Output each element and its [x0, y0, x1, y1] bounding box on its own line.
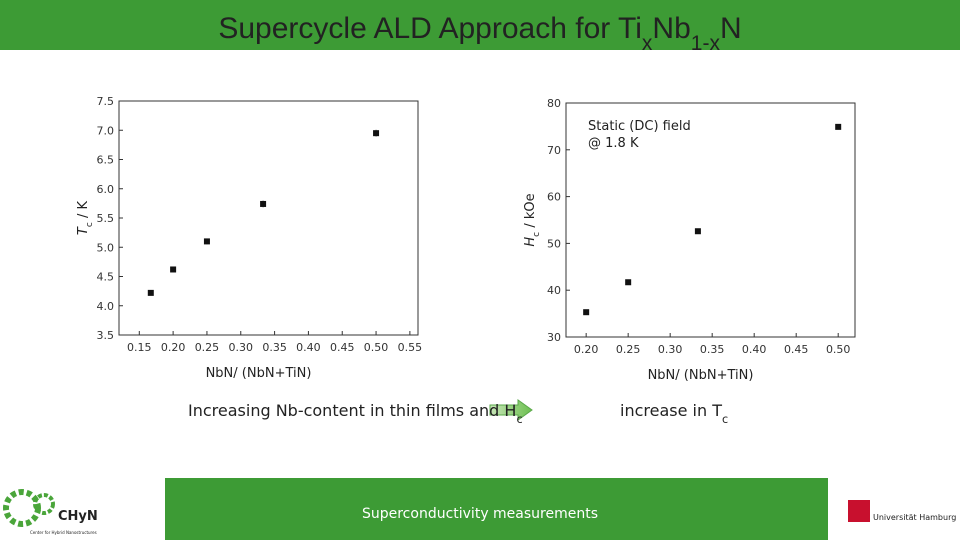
x-tick-label: 0.30 [229, 341, 254, 354]
x-tick-label: 0.40 [296, 341, 321, 354]
x-axis-label: NbN/ (NbN+TiN) [648, 368, 754, 383]
point [583, 309, 590, 316]
note-right: increase in Tc [620, 401, 728, 426]
slide-title: Supercycle ALD Approach for TixNb1-xN [218, 12, 741, 55]
point [835, 123, 842, 130]
plot-frame [565, 102, 856, 338]
logo-right: Universität Hamburg [848, 500, 956, 522]
x-tick-label: 0.40 [742, 343, 767, 356]
logo-left-sub: Center for Hybrid Nanostructures [30, 530, 97, 535]
subscript: c [85, 222, 95, 227]
logo-left-text: CHyN [58, 509, 98, 524]
y-tick-label: 5.5 [97, 212, 115, 225]
note-left: Increasing Nb-content in thin films and … [188, 401, 523, 426]
text-part: Nb [652, 12, 690, 45]
text-part: Increasing Nb-content in thin films and … [188, 401, 516, 420]
point [147, 289, 154, 296]
x-tick-label: 0.30 [658, 343, 683, 356]
x-tick-label: 0.50 [364, 341, 389, 354]
point [625, 279, 632, 286]
point [373, 130, 380, 137]
subscript: x [642, 32, 653, 55]
point [203, 238, 210, 245]
y-tick-label: 70 [547, 144, 561, 157]
point [170, 266, 177, 273]
x-tick-label: 0.50 [826, 343, 851, 356]
x-tick-label: 0.20 [161, 341, 186, 354]
y-tick-label: 4.0 [97, 300, 115, 313]
x-tick-label: 0.35 [262, 341, 287, 354]
x-tick-label: 0.15 [127, 341, 152, 354]
text-part: Supercycle ALD Approach for Ti [218, 12, 642, 45]
y-axis-label: Hc / kOe [523, 193, 542, 246]
y-tick-label: 80 [547, 97, 561, 110]
x-tick-label: 0.55 [398, 341, 423, 354]
text-part: / kOe [523, 193, 538, 231]
text-part: increase in T [620, 401, 722, 420]
logo-left: CHyN Center for Hybrid Nanostructures [3, 489, 98, 535]
point [260, 200, 267, 207]
subscript: c [532, 232, 542, 237]
subscript: c [516, 413, 522, 426]
header-bar [0, 0, 960, 50]
y-tick-label: 50 [547, 237, 561, 250]
logo-right-text: Universität Hamburg [873, 513, 956, 522]
y-tick-label: 40 [547, 284, 561, 297]
x-tick-label: 0.35 [700, 343, 725, 356]
x-tick-label: 0.25 [195, 341, 220, 354]
text-part: T [76, 226, 91, 235]
subscript: c [722, 413, 728, 426]
y-tick-label: 4.5 [97, 271, 115, 284]
annotation: @ 1.8 K [588, 136, 639, 151]
subscript: 1-x [691, 32, 721, 55]
arrow [489, 399, 533, 421]
x-axis-label: NbN/ (NbN+TiN) [206, 366, 312, 381]
banner-text: Superconductivity measurements [362, 506, 598, 522]
y-axis-label: Tc / K [76, 200, 95, 235]
y-tick-label: 60 [547, 191, 561, 204]
text-part: H [523, 237, 538, 247]
y-tick-label: 6.5 [97, 154, 115, 167]
y-tick-label: 7.5 [97, 95, 115, 108]
annotation: Static (DC) field [588, 119, 691, 134]
y-tick-label: 3.5 [97, 329, 115, 342]
x-tick-label: 0.45 [784, 343, 809, 356]
text-part: N [720, 12, 742, 45]
y-tick-label: 7.0 [97, 124, 115, 137]
footer-banner [165, 478, 828, 540]
point [694, 228, 701, 235]
x-tick-label: 0.45 [330, 341, 355, 354]
text-part: / K [76, 200, 91, 222]
x-tick-label: 0.20 [574, 343, 599, 356]
x-tick-label: 0.25 [616, 343, 641, 356]
y-tick-label: 6.0 [97, 183, 115, 196]
y-tick-label: 30 [547, 331, 561, 344]
y-tick-label: 5.0 [97, 241, 115, 254]
